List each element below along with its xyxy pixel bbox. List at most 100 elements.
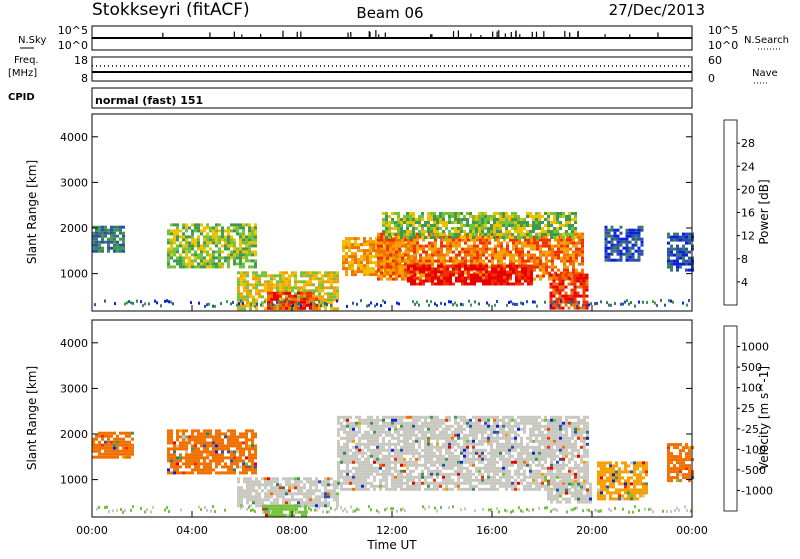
ground-scatter xyxy=(136,300,138,303)
heatmap-cell xyxy=(571,280,574,283)
heatmap-cell xyxy=(415,467,418,470)
heatmap-cell xyxy=(457,422,460,425)
heatmap-cell xyxy=(418,455,421,458)
heatmap-cell xyxy=(491,257,494,260)
heatmap-cell xyxy=(298,511,301,514)
heatmap-cell xyxy=(252,271,255,274)
heatmap-cell xyxy=(439,218,442,221)
heatmap-cell xyxy=(233,244,236,247)
heatmap-cell xyxy=(553,218,556,221)
heatmap-cell xyxy=(265,505,268,508)
heatmap-cell xyxy=(243,280,246,283)
heatmap-cell xyxy=(451,233,454,236)
heatmap-cell xyxy=(230,438,233,441)
heatmap-cell xyxy=(209,468,212,471)
heatmap-cell xyxy=(369,249,372,252)
heatmap-cell xyxy=(370,437,373,440)
heatmap-cell xyxy=(285,280,288,283)
heatmap-cell xyxy=(416,263,419,266)
heatmap-cell xyxy=(239,253,242,256)
nsearch-tick-bottom: 10^0 xyxy=(708,39,738,52)
heatmap-cell xyxy=(470,251,473,254)
heatmap-cell xyxy=(116,250,119,253)
heatmap-cell xyxy=(542,254,545,257)
heatmap-cell xyxy=(239,265,242,268)
heatmap-cell xyxy=(248,250,251,253)
heatmap-cell xyxy=(382,419,385,422)
heatmap-cell xyxy=(233,247,236,250)
heatmap-cell xyxy=(620,241,623,244)
heatmap-cell xyxy=(267,286,270,289)
heatmap-cell xyxy=(467,251,470,254)
heatmap-cell xyxy=(514,218,517,221)
heatmap-cell xyxy=(679,266,682,269)
heatmap-cell xyxy=(617,253,620,256)
heatmap-cell xyxy=(436,233,439,236)
heatmap-cell xyxy=(427,440,430,443)
heatmap-cell xyxy=(430,425,433,428)
heatmap-cell xyxy=(119,244,122,247)
heatmap-cell xyxy=(464,242,467,245)
heatmap-cell xyxy=(442,212,445,215)
heatmap-cell xyxy=(324,292,327,295)
heatmap-cell xyxy=(518,260,521,263)
heatmap-cell xyxy=(458,274,461,277)
heatmap-cell xyxy=(273,286,276,289)
heatmap-cell xyxy=(487,221,490,224)
heatmap-cell xyxy=(348,240,351,243)
heatmap-cell xyxy=(340,473,343,476)
heatmap-cell xyxy=(349,449,352,452)
heatmap-cell xyxy=(394,470,397,473)
heatmap-cell xyxy=(291,492,294,495)
heatmap-cell xyxy=(389,272,392,275)
heatmap-cell xyxy=(583,301,586,304)
heatmap-cell xyxy=(203,229,206,232)
heatmap-cell xyxy=(377,236,380,239)
heatmap-cell xyxy=(425,280,428,283)
heatmap-cell xyxy=(218,262,221,265)
heatmap-cell xyxy=(366,243,369,246)
heatmap-cell xyxy=(496,224,499,227)
heatmap-cell xyxy=(508,215,511,218)
heatmap-cell xyxy=(209,265,212,268)
ground-scatter xyxy=(284,300,286,303)
heatmap-cell xyxy=(345,258,348,261)
heatmap-cell xyxy=(267,301,270,304)
heatmap-cell xyxy=(358,452,361,455)
heatmap-cell xyxy=(545,251,548,254)
heatmap-cell xyxy=(565,224,568,227)
heatmap-cell xyxy=(481,224,484,227)
heatmap-cell xyxy=(170,244,173,247)
heatmap-cell xyxy=(95,456,98,459)
heatmap-cell xyxy=(197,432,200,435)
heatmap-cell xyxy=(182,432,185,435)
ground-scatter xyxy=(384,301,386,304)
heatmap-cell xyxy=(394,446,397,449)
heatmap-cell xyxy=(605,226,608,229)
heatmap-cell xyxy=(176,223,179,226)
heatmap-cell xyxy=(292,505,295,508)
heatmap-cell xyxy=(185,223,188,226)
heatmap-cell xyxy=(361,419,364,422)
heatmap-cell xyxy=(380,233,383,236)
heatmap-cell xyxy=(239,471,242,474)
heatmap-cell xyxy=(185,459,188,462)
heatmap-cell xyxy=(221,471,224,474)
heatmap-cell xyxy=(536,239,539,242)
heatmap-cell xyxy=(312,480,315,483)
heatmap-cell xyxy=(557,239,560,242)
heatmap-cell xyxy=(230,471,233,474)
heatmap-cell xyxy=(424,446,427,449)
heatmap-cell xyxy=(264,289,267,292)
heatmap-cell xyxy=(254,435,257,438)
heatmap-cell xyxy=(562,233,565,236)
heatmap-cell xyxy=(431,242,434,245)
heatmap-cell xyxy=(254,232,257,235)
heatmap-cell xyxy=(419,283,422,286)
heatmap-cell xyxy=(242,462,245,465)
heatmap-cell xyxy=(569,260,572,263)
heatmap-cell xyxy=(499,215,502,218)
heatmap-cell xyxy=(412,218,415,221)
heatmap-cell xyxy=(379,482,382,485)
